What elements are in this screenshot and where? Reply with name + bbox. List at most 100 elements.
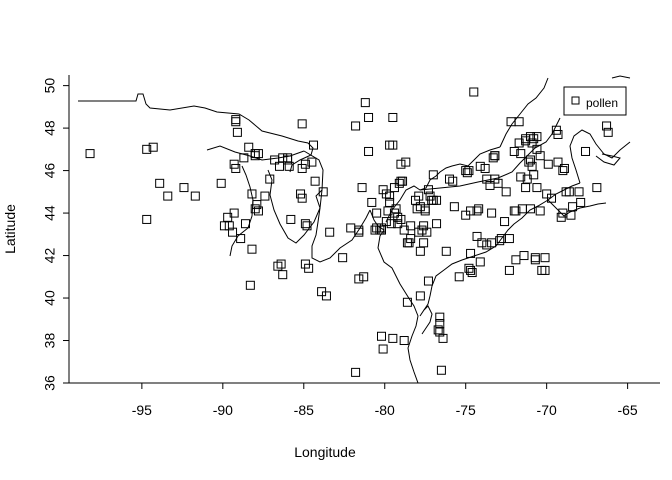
pollen-site-point: [420, 204, 430, 214]
pollen-site-point: [370, 225, 380, 235]
pollen-site-point: [564, 187, 574, 197]
pollen-site-point: [219, 221, 229, 231]
pollen-sites: [85, 87, 626, 377]
pollen-site-point: [509, 146, 519, 156]
ontario-border-east: [369, 209, 419, 384]
pollen-site-point: [398, 176, 408, 186]
x-tick-label: -90: [213, 402, 233, 418]
pollen-site-point: [530, 253, 540, 263]
pollen-site-point: [576, 197, 586, 207]
pollen-site-point: [385, 191, 395, 201]
pollen-site-point: [229, 208, 239, 218]
pollen-site-point: [231, 163, 241, 173]
pollen-site-point: [381, 217, 391, 227]
pollen-site-point: [602, 121, 612, 131]
pollen-site-point: [521, 183, 531, 193]
pollen-site-point: [300, 219, 310, 229]
pollen-site-point: [535, 206, 545, 216]
pollen-site-point: [240, 219, 250, 229]
pollen-site-point: [310, 176, 320, 186]
pollen-site-point: [553, 129, 563, 139]
pollen-site-point: [435, 327, 445, 337]
pollen-site-point: [378, 344, 388, 354]
y-axis-ticks: 36 38 40 42 44 46 48 50: [42, 78, 69, 391]
pollen-site-point: [265, 174, 275, 184]
pollen-site-point: [488, 153, 498, 163]
pollen-site-point: [163, 191, 173, 201]
y-tick-label: 42: [42, 248, 58, 264]
pollen-site-point: [286, 214, 296, 224]
pollen-site-point: [495, 236, 505, 246]
pollen-site-point: [462, 168, 472, 178]
pollen-site-point: [581, 146, 591, 156]
y-tick-label: 38: [42, 333, 58, 349]
pollen-site-point: [142, 144, 152, 154]
pollen-site-point: [412, 204, 422, 214]
pollen-site-point: [530, 255, 540, 265]
pollen-site-point: [359, 272, 369, 282]
pollen-site-point: [422, 227, 432, 237]
pollen-site-point: [402, 297, 412, 307]
pollen-site-point: [297, 193, 307, 203]
x-axis-ticks: -95 -90 -85 -80 -75 -70 -65: [132, 383, 638, 418]
pollen-site-point: [302, 221, 312, 231]
pollen-site-point: [511, 206, 521, 216]
pollen-site-point: [245, 280, 255, 290]
pollen-site-point: [253, 206, 263, 216]
pollen-site-point: [278, 153, 288, 163]
y-tick-label: 48: [42, 120, 58, 136]
legend-box: [563, 86, 627, 116]
pollen-site-point: [338, 253, 348, 263]
pollen-site-point: [394, 178, 404, 188]
pollen-site-point: [435, 312, 445, 322]
pollen-site-point: [385, 140, 395, 150]
pollen-site-point: [423, 185, 433, 195]
x-tick-label: -65: [617, 402, 637, 418]
pollen-site-point: [438, 333, 448, 343]
pollen-site-point: [321, 291, 331, 301]
x-tick-label: -80: [375, 402, 395, 418]
pollen-site-point: [474, 204, 484, 214]
pollen-site-point: [388, 333, 398, 343]
y-tick-label: 50: [42, 78, 58, 94]
x-axis-label: Longitude: [294, 444, 356, 460]
pollen-site-point: [445, 174, 455, 184]
pollen-site-point: [252, 200, 262, 210]
y-tick-label: 44: [42, 205, 58, 221]
pollen-site-point: [466, 248, 476, 258]
pollen-site-point: [525, 132, 535, 142]
pollen-site-point: [308, 140, 318, 150]
pollen-site-point: [325, 227, 335, 237]
pollen-site-point: [377, 223, 387, 233]
pollen-site-point: [388, 140, 398, 150]
pollen-site-point: [419, 238, 429, 248]
pollen-site-point: [480, 163, 490, 173]
new-england-coast: [429, 182, 581, 297]
legend: pollen: [563, 86, 627, 116]
pollen-site-point: [239, 153, 249, 163]
pollen-site-point: [354, 274, 364, 284]
y-tick-label: 36: [42, 375, 58, 391]
pollen-site-point: [504, 234, 514, 244]
pollen-site-point: [396, 159, 406, 169]
pollen-site-point: [487, 208, 497, 218]
northeast-coast: [499, 77, 549, 148]
x-tick-label: -75: [456, 402, 476, 418]
pollen-site-point: [540, 253, 550, 263]
pollen-site-point: [273, 261, 283, 271]
gulf-of-st-lawrence: [569, 129, 631, 184]
pollen-site-point: [228, 227, 238, 237]
pollen-site-point: [532, 183, 542, 193]
pollen-site-point: [415, 246, 425, 256]
pollen-site-point: [535, 151, 545, 161]
pollen-site-point: [224, 221, 234, 231]
pollen-site-point: [372, 208, 382, 218]
pollen-site-point: [247, 244, 257, 254]
pollen-site-point: [307, 157, 317, 167]
pollen-site-point: [475, 257, 485, 267]
pollen-site-point: [155, 178, 165, 188]
pollen-site-point: [364, 146, 374, 156]
map-boundaries: [78, 75, 631, 384]
pollen-site-point: [247, 189, 257, 199]
pollen-site-point: [532, 132, 542, 142]
